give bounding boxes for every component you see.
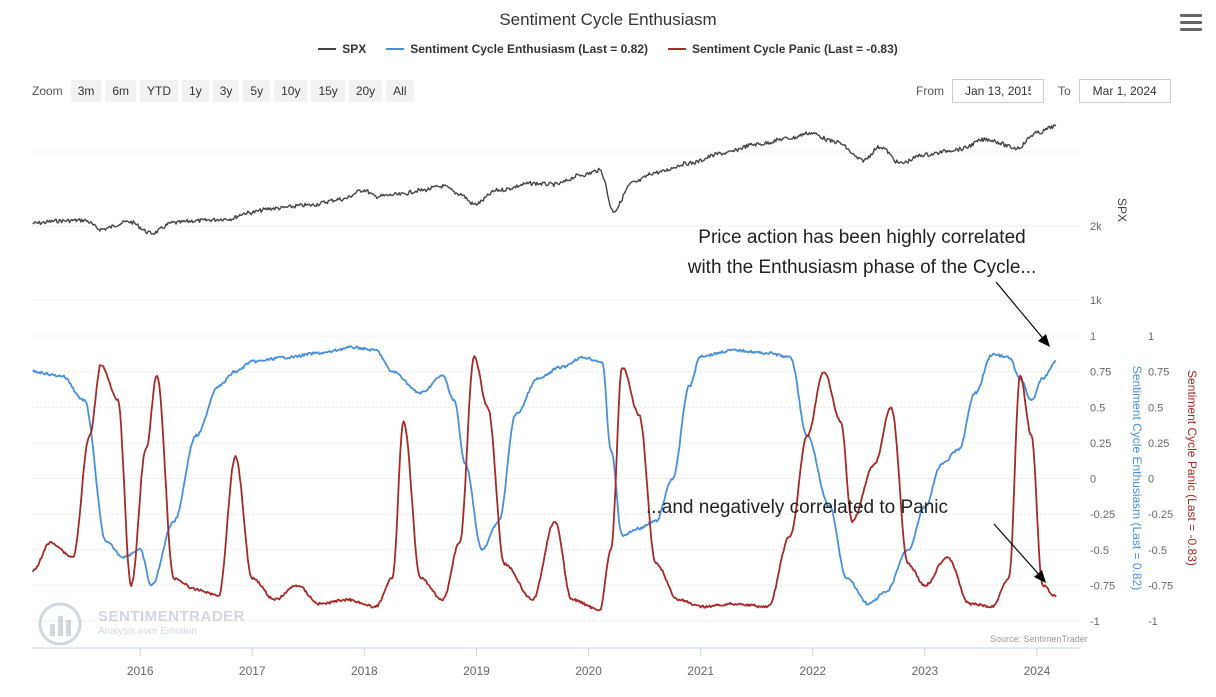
- enthusiasm-tick-0: 0: [1090, 474, 1096, 486]
- zoom-20y-button[interactable]: 20y: [348, 80, 383, 102]
- enthusiasm-tick--0.5: -0.5: [1090, 545, 1109, 557]
- zoom-label: Zoom: [32, 84, 63, 98]
- annotations-layer: Price action has been highly correlated …: [646, 227, 1050, 583]
- panic-tick--0.75: -0.75: [1148, 580, 1173, 592]
- annotation-top-arrow: [995, 281, 1047, 343]
- legend-swatch-spx: [318, 48, 337, 50]
- enthusiasm-tick--0.75: -0.75: [1090, 580, 1115, 592]
- annotation-bottom-arrow: [993, 523, 1043, 579]
- zoom-all-button[interactable]: All: [386, 80, 414, 102]
- enthusiasm-line: [32, 345, 1057, 606]
- panic-tick-0.25: 0.25: [1148, 438, 1169, 450]
- annotation-bottom: ...and negatively correlated to Panic: [646, 497, 948, 518]
- legend-label-panic: Sentiment Cycle Panic (Last = -0.83): [692, 42, 898, 56]
- panic-tick-0: 0: [1148, 474, 1154, 486]
- chart-title: Sentiment Cycle Enthusiasm: [499, 10, 717, 29]
- annotation-top-arrowhead: [1038, 334, 1050, 347]
- legend-item-enthusiasm[interactable]: Sentiment Cycle Enthusiasm (Last = 0.82): [386, 42, 648, 56]
- panic-axis-title: Sentiment Cycle Panic (Last = -0.83): [1185, 370, 1199, 566]
- enthusiasm-tick-1: 1: [1090, 331, 1096, 343]
- spx-line: [32, 124, 1057, 235]
- chart-legend: SPX Sentiment Cycle Enthusiasm (Last = 0…: [0, 42, 1216, 56]
- legend-swatch-enthusiasm: [386, 48, 405, 50]
- legend-label-spx: SPX: [342, 42, 367, 56]
- logo-name: SENTIMENTRADER: [98, 608, 246, 625]
- x-tick-label-2024: 2024: [1024, 664, 1051, 678]
- x-tick-label-2023: 2023: [911, 664, 938, 678]
- x-tick-label-2017: 2017: [239, 664, 266, 678]
- zoom-6m-button[interactable]: 6m: [105, 80, 137, 102]
- annotation-bottom-arrowhead: [1034, 570, 1046, 583]
- x-tick-label-2021: 2021: [687, 664, 714, 678]
- panic-tick-1: 1: [1148, 331, 1154, 343]
- to-label: To: [1058, 84, 1071, 98]
- x-tick-label-2022: 2022: [799, 664, 826, 678]
- zoom-10y-button[interactable]: 10y: [274, 80, 308, 102]
- panic-line: [31, 355, 1057, 612]
- panic-tick--0.25: -0.25: [1148, 509, 1173, 521]
- spx-tick-1k: 1k: [1090, 295, 1102, 307]
- legend-item-panic[interactable]: Sentiment Cycle Panic (Last = -0.83): [668, 42, 898, 56]
- hamburger-menu-icon[interactable]: [1180, 14, 1202, 32]
- from-label: From: [916, 84, 944, 98]
- enthusiasm-tick-0.25: 0.25: [1090, 438, 1111, 450]
- zoom-5y-button[interactable]: 5y: [243, 80, 271, 102]
- grid-lines: [32, 151, 1080, 622]
- enthusiasm-tick--1: -1: [1090, 616, 1100, 628]
- annotation-top-line2: with the Enthusiasm phase of the Cycle..…: [687, 257, 1037, 278]
- zoom-bar: Zoom 3m 6m YTD 1y 3y 5y 10y 15y 20y All: [32, 80, 414, 102]
- panic-tick-0.5: 0.5: [1148, 402, 1163, 414]
- logo-tagline: Analysis over Emotion: [98, 626, 197, 637]
- panic-tick--1: -1: [1148, 616, 1158, 628]
- source-credit: Source: SentimenTrader: [990, 634, 1088, 644]
- logo-icon: [38, 602, 82, 646]
- spx-tick-2k: 2k: [1090, 221, 1102, 233]
- x-tick-label-2018: 2018: [351, 664, 378, 678]
- zoom-ytd-button[interactable]: YTD: [140, 80, 179, 102]
- spx-axis-title: SPX: [1115, 198, 1129, 222]
- legend-label-enthusiasm: Sentiment Cycle Enthusiasm (Last = 0.82): [410, 42, 648, 56]
- sentimentrader-logo: SENTIMENTRADER Analysis over Emotion: [36, 600, 266, 646]
- enthusiasm-tick-0.75: 0.75: [1090, 367, 1111, 379]
- x-tick-label-2020: 2020: [575, 664, 602, 678]
- x-tick-label-2019: 2019: [463, 664, 490, 678]
- annotation-top-line1: Price action has been highly correlated: [698, 227, 1025, 248]
- legend-item-spx[interactable]: SPX: [318, 42, 366, 56]
- zoom-1y-button[interactable]: 1y: [182, 80, 209, 102]
- panic-tick-0.75: 0.75: [1148, 367, 1169, 379]
- to-date-input[interactable]: [1078, 79, 1171, 103]
- zoom-15y-button[interactable]: 15y: [311, 80, 345, 102]
- zoom-3y-button[interactable]: 3y: [212, 80, 240, 102]
- series-layer: [31, 124, 1057, 612]
- legend-swatch-panic: [668, 48, 686, 50]
- x-tick-label-2016: 2016: [127, 664, 154, 678]
- enthusiasm-tick-0.5: 0.5: [1090, 402, 1105, 414]
- zoom-3m-button[interactable]: 3m: [70, 80, 102, 102]
- enthusiasm-tick--0.25: -0.25: [1090, 509, 1115, 521]
- from-date-input[interactable]: [952, 79, 1044, 103]
- panic-tick--0.5: -0.5: [1148, 545, 1167, 557]
- date-range: From To: [916, 79, 1171, 103]
- enthusiasm-axis-title: Sentiment Cycle Enthusiasm (Last = 0.82): [1130, 366, 1144, 590]
